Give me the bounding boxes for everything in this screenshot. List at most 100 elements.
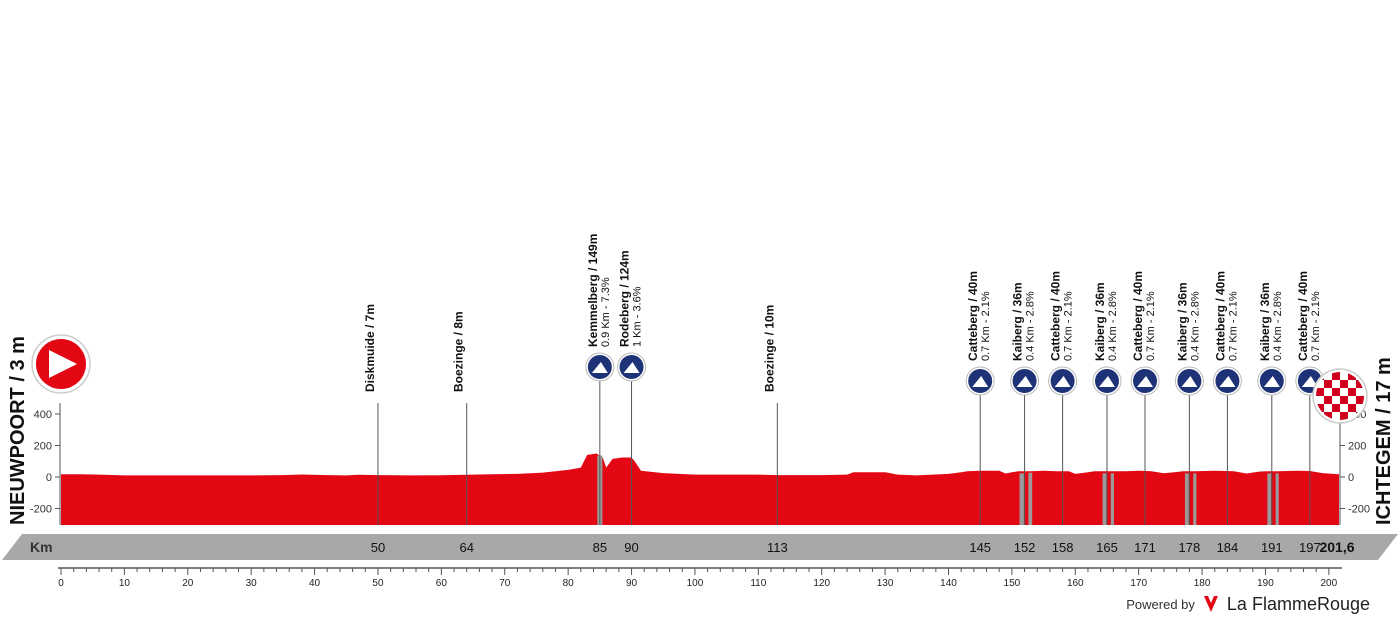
start-finish-group: NIEUWPOORT / 3 m ICHTEGEM / 17 m <box>7 334 1395 525</box>
checker-square <box>1340 388 1348 396</box>
checker-square <box>1356 380 1364 388</box>
km-axis-label: 100 <box>687 578 704 589</box>
checker-square <box>1356 404 1364 412</box>
km-axis-label: 140 <box>940 578 957 589</box>
climb-mountain-icon <box>623 362 640 373</box>
km-axis-label: 150 <box>1004 578 1021 589</box>
brand-name: La FlammeRouge <box>1226 593 1370 614</box>
checker-square <box>1348 404 1356 412</box>
cobble-sector-bar <box>1267 473 1272 525</box>
y-tick-label-left: -200 <box>30 504 52 516</box>
checker-square <box>1348 412 1356 420</box>
checker-square <box>1324 412 1332 420</box>
km-band-waypoint-label: 178 <box>1179 540 1201 555</box>
elevation-profile-area <box>61 453 1339 525</box>
km-axis-label: 130 <box>877 578 894 589</box>
km-band-group: Km 50 64 85 90 113 145 152 158 165 171 178 184 191 197… <box>2 534 1398 560</box>
climb-mountain-icon <box>1219 376 1236 387</box>
climb-mountain-icon <box>1181 376 1198 387</box>
waypoint-name: Kaiberg / 36m <box>1175 282 1189 361</box>
checker-square <box>1340 404 1348 412</box>
km-axis-label: 200 <box>1321 578 1338 589</box>
km-axis-label: 10 <box>119 578 131 589</box>
checker-square <box>1324 380 1332 388</box>
waypoint-climb-detail: 0.7 Km - 2.1% <box>1063 291 1075 361</box>
cobble-sector-bar <box>1028 472 1033 525</box>
checker-square <box>1332 404 1340 412</box>
km-axis-label: 70 <box>499 578 511 589</box>
km-band-waypoint-label: 197 <box>1299 540 1321 555</box>
waypoints-group: Diskmuide / 7m Boezinge / 8m Kemmelberg / … <box>363 234 1325 525</box>
km-axis-label: 20 <box>182 578 194 589</box>
cobble-sector-bar <box>1275 473 1279 525</box>
checker-square <box>1332 372 1340 380</box>
y-tick-label-left: 200 <box>34 441 52 453</box>
brand-footer: Powered by La FlammeRouge <box>1126 593 1370 615</box>
km-band-label: Km <box>30 539 53 555</box>
waypoint-name: Catteberg / 40m <box>966 271 980 361</box>
checker-square <box>1324 396 1332 404</box>
km-band-waypoint-label: 50 <box>371 540 385 555</box>
checker-square <box>1324 404 1332 412</box>
cobble-sector-bar <box>1184 473 1189 525</box>
waypoint-climb-detail: 0.7 Km - 2.1% <box>1145 291 1157 361</box>
waypoint-climb-detail: 0.4 Km - 2.8% <box>1107 291 1119 361</box>
y-tick-label-left: 0 <box>46 472 52 484</box>
checker-square <box>1340 372 1348 380</box>
km-band-waypoint-label: 85 <box>593 540 607 555</box>
checker-square <box>1332 380 1340 388</box>
checker-square <box>1356 388 1364 396</box>
checker-square <box>1348 396 1356 404</box>
checker-square <box>1324 388 1332 396</box>
waypoint-name: Catteberg / 40m <box>1131 271 1145 361</box>
km-band-waypoint-label: 158 <box>1052 540 1074 555</box>
km-axis-label: 110 <box>750 578 766 589</box>
km-axis-label: 90 <box>626 578 638 589</box>
checker-square <box>1316 396 1324 404</box>
km-band-waypoint-label: 201,6 <box>1319 539 1354 555</box>
checkered-flag-icon <box>1316 372 1364 420</box>
waypoint-climb-detail: 0.7 Km - 2.1% <box>1227 291 1239 361</box>
waypoint-name: Boezinge / 10m <box>762 305 776 392</box>
km-band-waypoint-label: 191 <box>1261 540 1283 555</box>
km-band-waypoint-label: 113 <box>767 540 788 555</box>
waypoint-name: Diskmuide / 7m <box>363 304 377 392</box>
checker-square <box>1324 372 1332 380</box>
waypoint-climb-detail: 0.4 Km - 2.8% <box>1272 291 1284 361</box>
checker-square <box>1332 396 1340 404</box>
km-axis-label: 160 <box>1067 578 1084 589</box>
km-band <box>2 534 1398 560</box>
checker-square <box>1340 412 1348 420</box>
start-label: NIEUWPOORT / 3 m <box>7 336 29 525</box>
waypoint-name: Catteberg / 40m <box>1049 271 1063 361</box>
km-axis-label: 120 <box>813 578 830 589</box>
waypoint-name: Kaiberg / 36m <box>1093 282 1107 361</box>
waypoint-climb-detail: 0.4 Km - 2.8% <box>1025 291 1037 361</box>
km-band-waypoint-label: 152 <box>1014 540 1036 555</box>
checker-square <box>1316 404 1324 412</box>
km-axis-label: 0 <box>58 578 64 589</box>
checker-square <box>1332 388 1340 396</box>
powered-by-label: Powered by <box>1126 596 1195 612</box>
climb-mountain-icon <box>1263 376 1280 387</box>
km-axis-label: 40 <box>309 578 321 589</box>
km-axis-label: 180 <box>1194 578 1211 589</box>
cobble-sector-bar <box>1102 473 1107 525</box>
checker-square <box>1316 388 1324 396</box>
waypoint-name: Boezinge / 8m <box>452 311 466 392</box>
y-tick-label-right: -200 <box>1348 504 1370 516</box>
waypoint-name: Kaiberg / 36m <box>1011 282 1025 361</box>
cobble-sector-bar <box>1110 473 1114 525</box>
y-tick-label-left: 400 <box>34 409 52 421</box>
km-band-waypoint-label: 184 <box>1217 540 1239 555</box>
checker-square <box>1340 380 1348 388</box>
waypoint-climb-detail: 0.7 Km - 2.1% <box>1310 291 1322 361</box>
waypoint-climb-detail: 0.4 Km - 2.8% <box>1189 291 1201 361</box>
km-band-waypoint-label: 64 <box>459 540 473 555</box>
km-band-waypoint-label: 171 <box>1134 540 1156 555</box>
checker-square <box>1332 412 1340 420</box>
checker-square <box>1348 380 1356 388</box>
waypoint-name: Catteberg / 40m <box>1213 271 1227 361</box>
checker-square <box>1316 380 1324 388</box>
